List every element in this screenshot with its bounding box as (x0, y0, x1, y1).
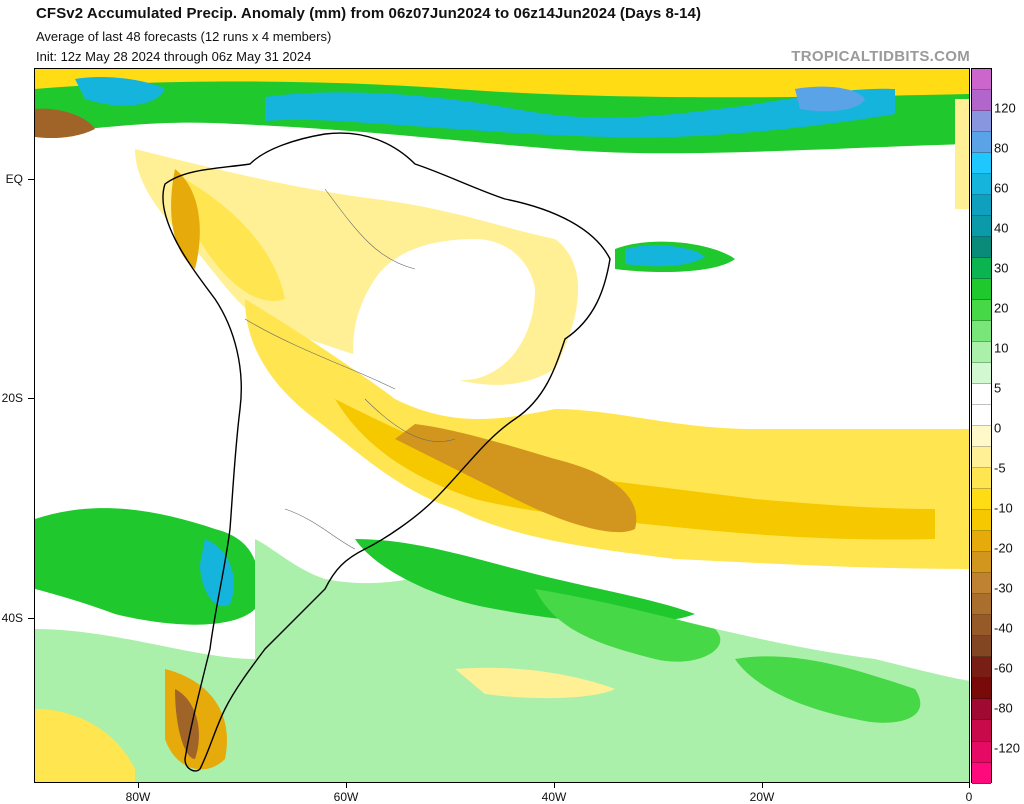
colorbar-swatch (972, 363, 991, 385)
colorbar-swatch (972, 762, 991, 784)
longitude-tick (138, 783, 139, 788)
colorbar-swatch (972, 489, 991, 511)
colorbar-swatch (972, 531, 991, 553)
colorbar-swatch (972, 426, 991, 448)
longitude-tick (969, 783, 970, 788)
colorbar-swatch (972, 720, 991, 742)
chart-title: CFSv2 Accumulated Precip. Anomaly (mm) f… (36, 5, 702, 22)
colorbar-swatch (972, 195, 991, 217)
colorbar-label: 20 (994, 300, 1009, 316)
colorbar-label: 120 (994, 100, 1016, 116)
colorbar-swatch (972, 174, 991, 196)
colorbar-swatch (972, 216, 991, 238)
colorbar-label: 5 (994, 380, 1002, 396)
colorbar-swatch (972, 594, 991, 616)
colorbar-swatch (972, 258, 991, 280)
latitude-label: 20S (1, 391, 23, 405)
colorbar-swatch (972, 678, 991, 700)
colorbar-label: -30 (994, 580, 1013, 596)
colorbar-swatch (972, 300, 991, 322)
colorbar-swatch (972, 468, 991, 490)
longitude-tick (762, 783, 763, 788)
longitude-label: 40W (541, 790, 567, 804)
latitude-label: 40S (1, 611, 23, 625)
colorbar-label: -5 (994, 460, 1006, 476)
map-field (35, 69, 969, 782)
colorbar-swatch (972, 132, 991, 154)
colorbar-swatch (972, 552, 991, 574)
colorbar-swatch (972, 510, 991, 532)
colorbar-swatch (972, 615, 991, 637)
longitude-label: 60W (333, 790, 359, 804)
latitude-label: EQ (5, 172, 23, 186)
colorbar-label: -60 (994, 660, 1013, 676)
colorbar (971, 68, 992, 784)
longitude-tick (554, 783, 555, 788)
colorbar-swatch (972, 447, 991, 469)
colorbar-swatch (972, 573, 991, 595)
colorbar-swatch (972, 279, 991, 301)
precip-anomaly-map (34, 68, 970, 783)
colorbar-label: -120 (994, 740, 1021, 756)
colorbar-swatch (972, 237, 991, 259)
chart-subtitle-init: Init: 12z May 28 2024 through 06z May 31… (36, 49, 312, 64)
colorbar-label: 40 (994, 220, 1009, 236)
colorbar-label: 60 (994, 180, 1009, 196)
longitude-tick (346, 783, 347, 788)
colorbar-swatch (972, 384, 991, 406)
colorbar-swatch (972, 699, 991, 721)
longitude-label: 20W (749, 790, 775, 804)
colorbar-label: 30 (994, 260, 1009, 276)
colorbar-swatch (972, 321, 991, 343)
latitude-tick (28, 618, 34, 619)
colorbar-swatch (972, 90, 991, 112)
colorbar-swatch (972, 741, 991, 763)
colorbar-swatch (972, 69, 991, 91)
colorbar-swatch (972, 342, 991, 364)
colorbar-swatch (972, 657, 991, 679)
colorbar-label: 0 (994, 420, 1002, 436)
colorbar-label: 80 (994, 140, 1009, 156)
brand-watermark: TROPICALTIDBITS.COM (791, 48, 970, 65)
latitude-tick (28, 398, 34, 399)
longitude-label: 80W (125, 790, 151, 804)
chart-subtitle-forecasts: Average of last 48 forecasts (12 runs x … (36, 29, 332, 44)
colorbar-swatch (972, 153, 991, 175)
colorbar-swatch (972, 111, 991, 133)
colorbar-swatch (972, 636, 991, 658)
colorbar-label: -80 (994, 700, 1013, 716)
colorbar-label: -20 (994, 540, 1013, 556)
latitude-tick (28, 179, 34, 180)
colorbar-swatch (972, 405, 991, 427)
colorbar-label: -10 (994, 500, 1013, 516)
longitude-label: 0 (965, 790, 973, 804)
colorbar-label: 10 (994, 340, 1009, 356)
colorbar-label: -40 (994, 620, 1013, 636)
